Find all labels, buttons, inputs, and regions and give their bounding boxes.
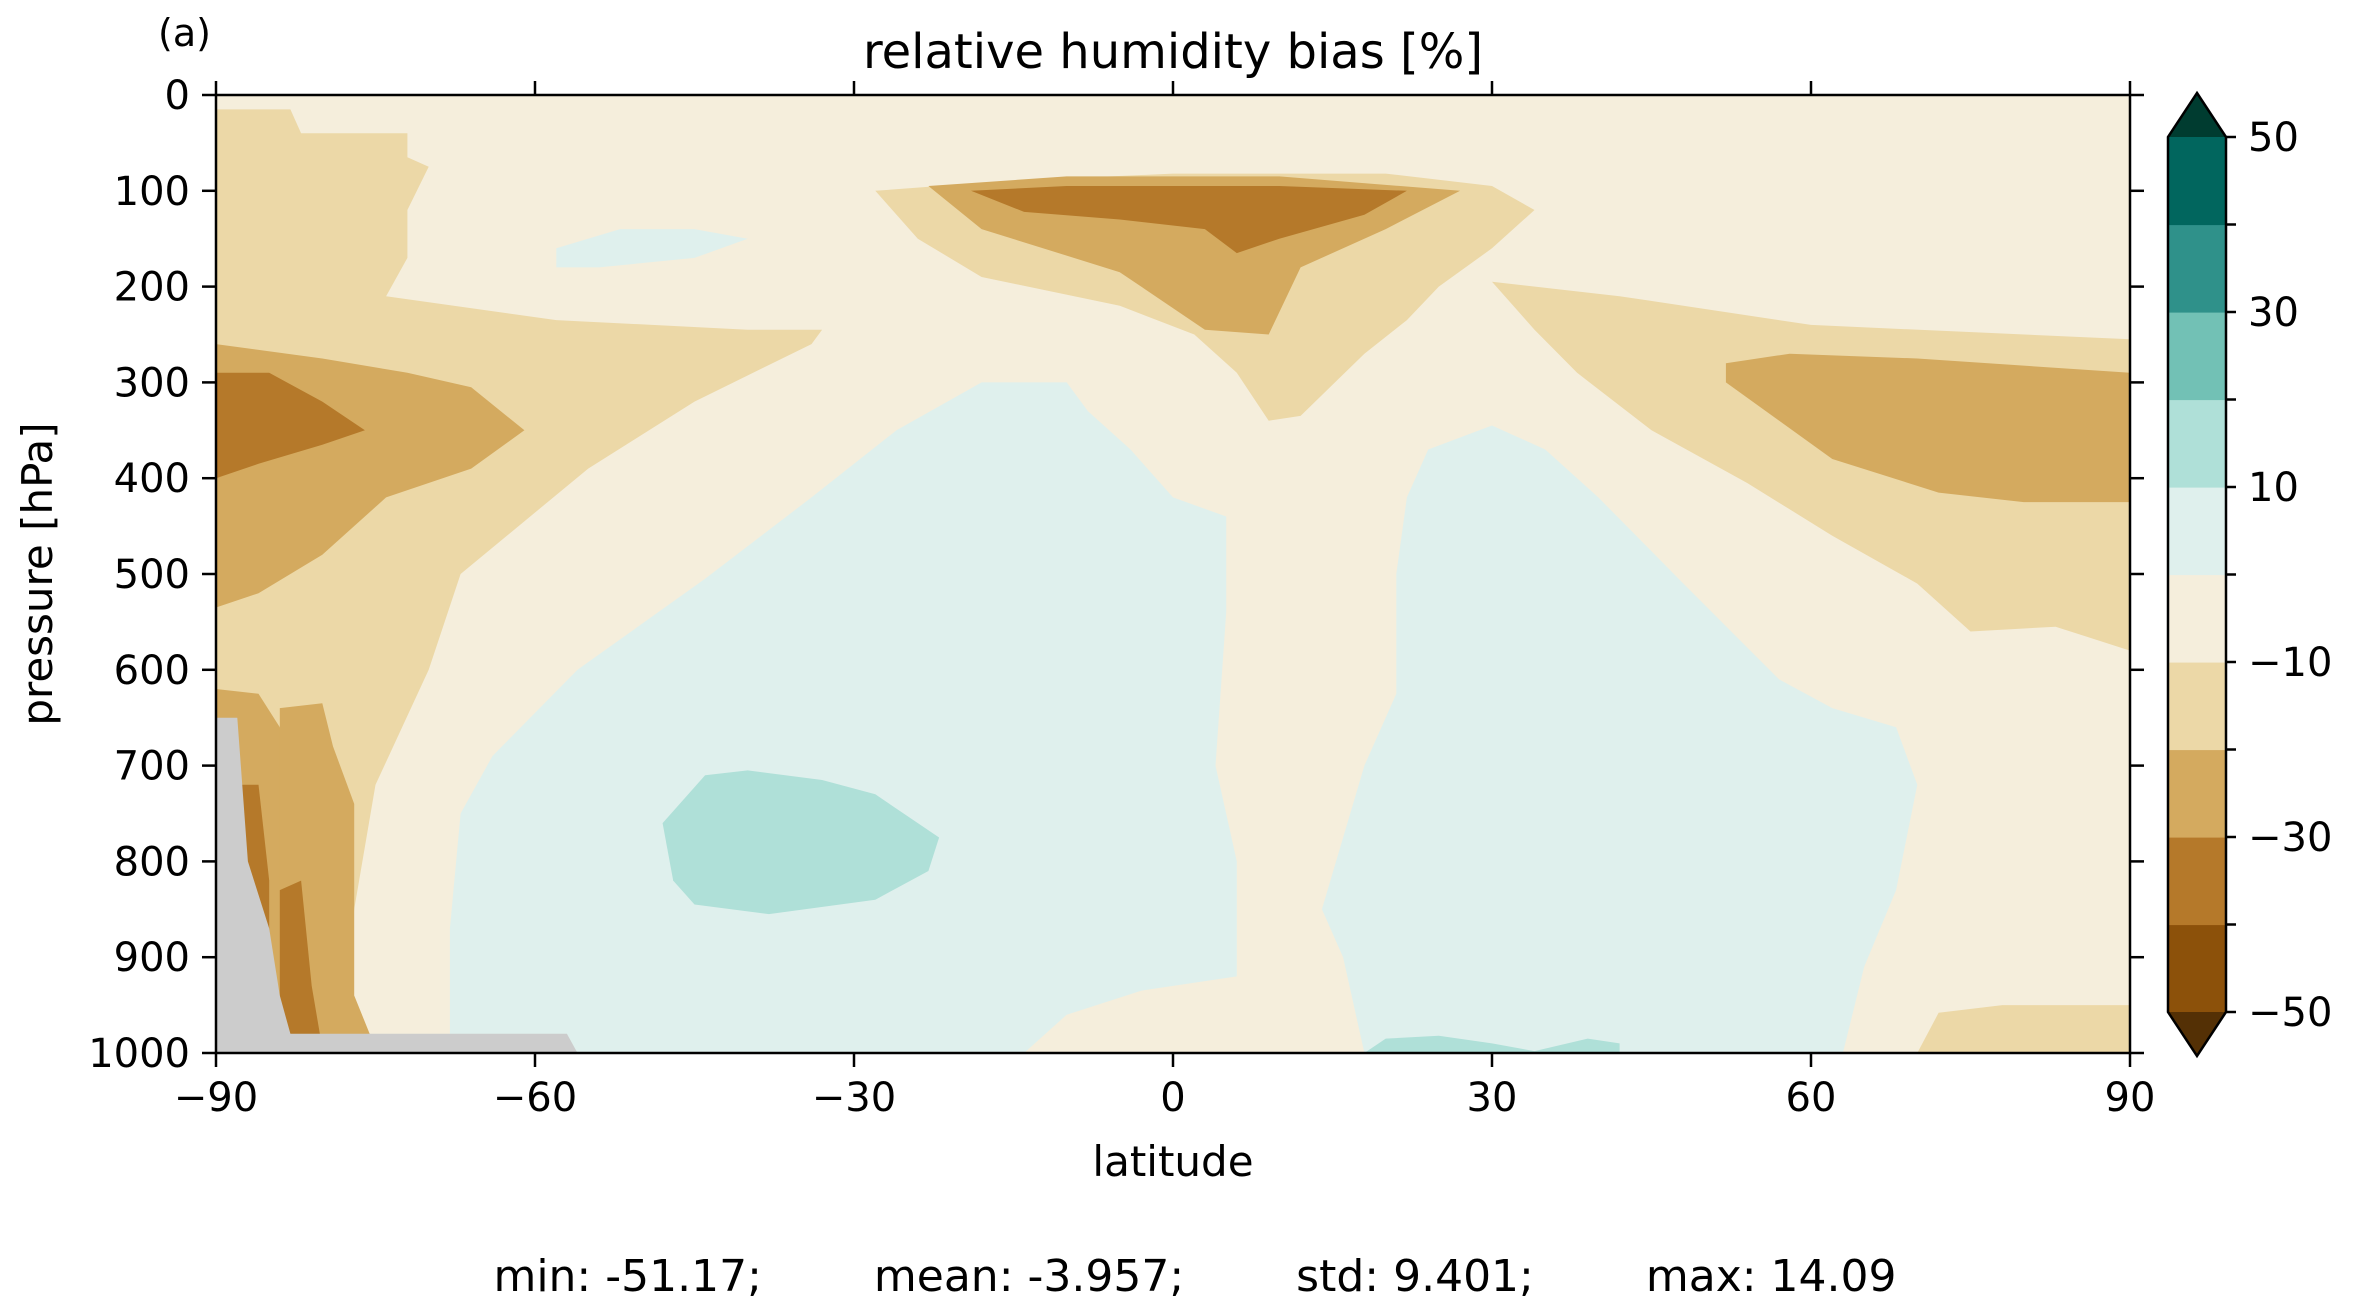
contour-region-10 xyxy=(971,186,1407,254)
chart-title: relative humidity bias [%] xyxy=(863,24,1483,80)
y-tick-label: 0 xyxy=(165,73,190,119)
contour-region-14 xyxy=(1321,425,1918,1053)
x-tick-label: −90 xyxy=(174,1075,258,1121)
y-tick-label: 700 xyxy=(114,744,190,790)
contour-region-12 xyxy=(279,880,323,1049)
colorbar-swatch xyxy=(2168,312,2226,401)
colorbar-swatch xyxy=(2168,749,2226,838)
colorbar-tick-label: −10 xyxy=(2248,640,2332,686)
contour-region-8 xyxy=(1725,353,2130,503)
x-tick-label: 90 xyxy=(2105,1075,2156,1121)
y-axis: 0 100 200 300 400 500 600 700 800 900 1000 xyxy=(88,73,2144,1077)
colorbar: 50 30 10 −10 −30 −50 xyxy=(2166,90,2332,1059)
panel-label: (a) xyxy=(158,11,211,55)
y-tick-label: 100 xyxy=(114,169,190,215)
contour-regions xyxy=(216,109,2130,1053)
colorbar-swatch xyxy=(2168,224,2226,313)
x-tick-label: 60 xyxy=(1786,1075,1837,1121)
y-tick-label: 400 xyxy=(114,456,190,502)
y-tick-label: 500 xyxy=(114,552,190,598)
stat-max: max: 14.09 xyxy=(1645,1251,1897,1302)
masked-region-0 xyxy=(216,717,578,1053)
colorbar-swatch xyxy=(2168,837,2226,926)
contour-region-3 xyxy=(1917,1005,2130,1053)
contour-region-13 xyxy=(449,382,1237,1053)
colorbar-swatch xyxy=(2168,924,2226,1013)
colorbar-swatch xyxy=(2168,662,2226,751)
colorbar-tick-label: −50 xyxy=(2248,990,2332,1036)
y-tick-label: 200 xyxy=(114,265,190,311)
x-tick-label: −30 xyxy=(812,1075,896,1121)
stat-std: std: 9.401; xyxy=(1296,1251,1534,1302)
x-axis: −90 −60 −30 0 30 60 90 xyxy=(174,81,2156,1121)
x-tick-label: 30 xyxy=(1467,1075,1518,1121)
figure: (a) relative humidity bias [%] −90 −60 −30… xyxy=(13,11,2332,1186)
x-axis-label: latitude xyxy=(1092,1137,1253,1186)
stats-line: min: -51.17; mean: -3.957; std: 9.401; max:… xyxy=(0,1200,2362,1302)
colorbar-tick-label: 50 xyxy=(2248,115,2299,161)
colorbar-tick-label: 10 xyxy=(2248,465,2299,511)
colorbar-swatch xyxy=(2168,399,2226,488)
y-axis-label: pressure [hPa] xyxy=(13,422,62,725)
contour-region-0 xyxy=(216,109,823,1049)
colorbar-extend-min xyxy=(2168,1012,2226,1056)
colorbar-extend-max xyxy=(2168,93,2226,137)
colorbar-swatch xyxy=(2168,574,2226,663)
colorbar-tick-label: −30 xyxy=(2248,815,2332,861)
y-tick-label: 600 xyxy=(114,648,190,694)
y-tick-label: 800 xyxy=(114,839,190,885)
colorbar-swatch xyxy=(2168,487,2226,576)
contour-region-17 xyxy=(1364,1035,1620,1053)
colorbar-tick-label: 30 xyxy=(2248,290,2299,336)
colorbar-swatch xyxy=(2168,137,2226,226)
y-tick-label: 900 xyxy=(114,935,190,981)
contour-region-9 xyxy=(216,372,365,479)
contour-region-15 xyxy=(556,229,748,268)
y-tick-label: 1000 xyxy=(88,1031,190,1077)
stat-min: min: -51.17; xyxy=(493,1251,762,1302)
plot-area: −90 −60 −30 0 30 60 90 0 100 200 300 400 500 600 700 8… xyxy=(88,73,2155,1121)
x-tick-label: −60 xyxy=(493,1075,577,1121)
y-tick-label: 300 xyxy=(114,360,190,406)
stat-mean: mean: -3.957; xyxy=(873,1251,1185,1302)
contour-region-16 xyxy=(662,770,940,915)
x-tick-label: 0 xyxy=(1160,1075,1185,1121)
